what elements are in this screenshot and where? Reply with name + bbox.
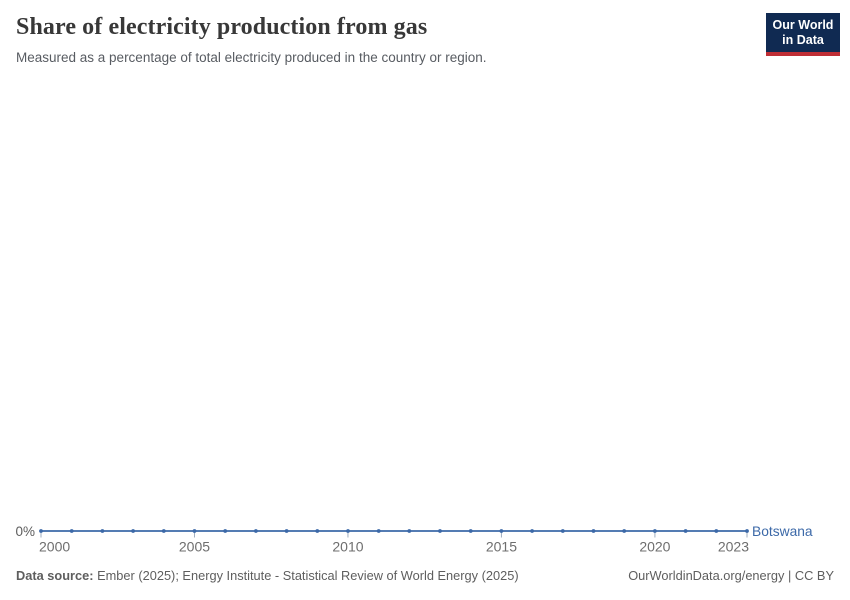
data-point	[653, 529, 657, 533]
data-point	[223, 529, 228, 533]
x-axis-label: 2015	[486, 539, 517, 555]
chart-header: Share of electricity production from gas…	[16, 13, 840, 65]
data-point	[284, 529, 289, 533]
data-point	[499, 529, 504, 533]
data-point	[714, 529, 719, 533]
x-axis-label: 2023	[718, 539, 749, 555]
data-source-text: Ember (2025); Energy Institute - Statist…	[93, 568, 519, 583]
data-point	[376, 529, 381, 533]
data-point	[683, 529, 688, 533]
data-point	[407, 529, 412, 533]
chart-title: Share of electricity production from gas	[16, 14, 428, 40]
owid-logo-line1: Our World	[772, 18, 834, 32]
owid-logo-line2: in Data	[782, 33, 824, 47]
x-axis-label: 2000	[39, 539, 70, 555]
data-point	[161, 529, 166, 533]
data-point	[530, 529, 534, 533]
data-point	[315, 529, 320, 533]
data-point	[254, 529, 258, 533]
data-point	[622, 529, 627, 533]
data-point	[591, 529, 596, 533]
x-axis-label: 2010	[332, 539, 363, 555]
x-axis-label: 2020	[639, 539, 670, 555]
chart-footer: Data source: Ember (2025); Energy Instit…	[16, 568, 834, 583]
data-point	[100, 529, 105, 533]
entity-label-botswana[interactable]: Botswana	[752, 524, 813, 539]
data-source-label: Data source:	[16, 568, 94, 583]
data-point	[192, 529, 197, 533]
data-point	[346, 529, 350, 533]
data-point	[39, 529, 43, 533]
chart-subtitle: Measured as a percentage of total electr…	[16, 50, 487, 65]
owid-logo[interactable]: Our World in Data	[766, 13, 840, 56]
data-point	[131, 529, 136, 533]
y-axis-label: 0%	[15, 524, 35, 539]
data-point	[438, 529, 442, 533]
data-point	[560, 529, 565, 533]
data-point	[468, 529, 473, 533]
data-point	[69, 529, 74, 533]
data-source-note: Data source: Ember (2025); Energy Instit…	[16, 568, 519, 583]
data-point	[745, 529, 749, 533]
owid-url-license[interactable]: OurWorldinData.org/energy | CC BY	[628, 568, 834, 583]
x-axis-label: 2005	[179, 539, 210, 555]
